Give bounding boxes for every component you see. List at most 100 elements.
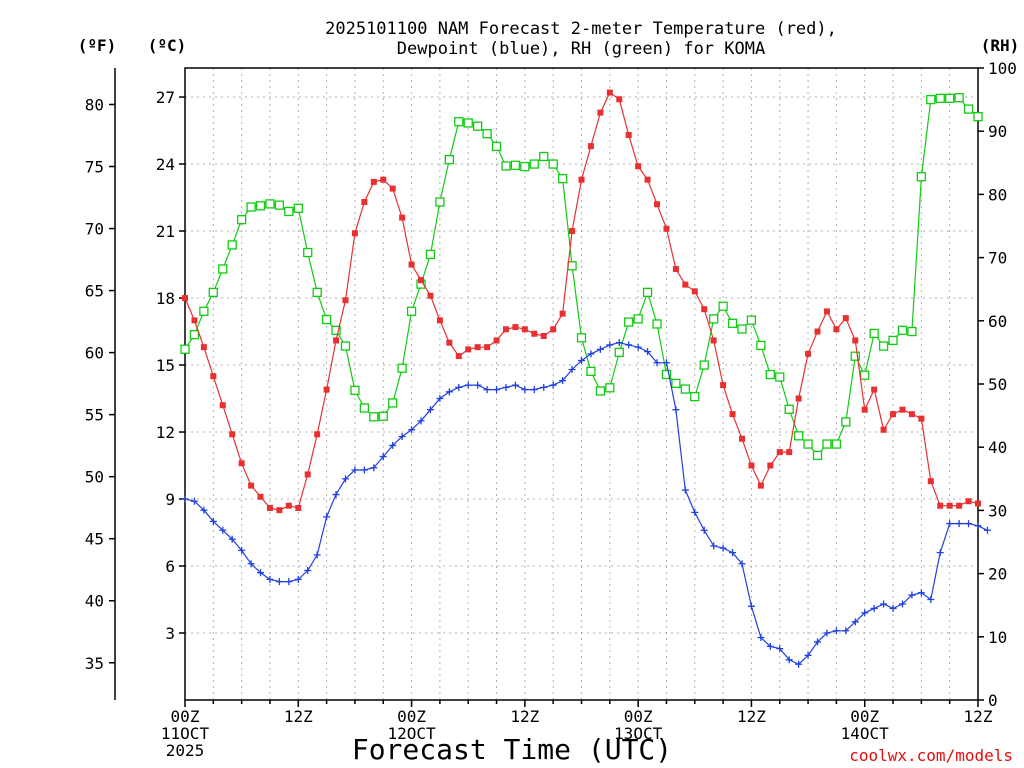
rh-point <box>595 386 606 396</box>
rh-point <box>916 172 927 182</box>
fahrenheit-tick-label: 50 <box>85 468 104 487</box>
temperature-point <box>229 431 236 438</box>
rh-point <box>586 366 596 377</box>
temperature-point <box>266 504 273 511</box>
temperature-point <box>644 176 651 183</box>
rh-point <box>878 341 889 351</box>
temperature-point <box>569 228 576 235</box>
dewpoint-point <box>955 520 963 528</box>
rh-point <box>661 369 672 380</box>
temperature-point <box>606 89 613 96</box>
rh-point <box>860 370 870 380</box>
temperature-point <box>521 326 528 333</box>
dewpoint-point <box>634 343 642 351</box>
dewpoint-point <box>785 656 793 664</box>
rh-point <box>642 287 653 298</box>
temperature-point <box>776 449 783 456</box>
temperature-point <box>493 337 500 344</box>
rh-point <box>614 347 624 358</box>
rh-point <box>388 398 398 408</box>
fahrenheit-tick-label: 65 <box>85 282 104 301</box>
rh-point <box>444 154 454 165</box>
time-tick-label: 12Z <box>964 707 993 726</box>
time-tick-label: 14OCT <box>841 724 890 743</box>
dewpoint-point <box>889 604 897 612</box>
dewpoint-point <box>662 359 670 367</box>
celsius-tick-label: 18 <box>156 289 175 308</box>
dewpoint-point <box>870 604 878 612</box>
rh-point <box>576 333 587 343</box>
temperature-point <box>842 315 849 322</box>
temperature-point <box>720 382 727 389</box>
dewpoint-point <box>464 381 472 389</box>
fahrenheit-unit-label: (ºF) <box>78 36 117 55</box>
rh-point <box>727 318 738 328</box>
dewpoint-point <box>304 566 312 574</box>
fahrenheit-tick-label: 80 <box>85 95 104 114</box>
temperature-point <box>861 406 868 413</box>
dewpoint-point <box>974 522 982 530</box>
rh-unit-label: (RH) <box>981 36 1020 55</box>
temperature-point <box>446 339 453 346</box>
rh-tick-label: 50 <box>988 375 1007 394</box>
dewpoint-point <box>880 600 888 608</box>
dewpoint-point <box>596 345 604 353</box>
dewpoint-point <box>549 381 557 389</box>
dewpoint-point <box>190 497 198 505</box>
dewpoint-point <box>691 508 699 516</box>
temperature-point <box>597 109 604 116</box>
temperature-point <box>748 462 755 469</box>
dewpoint-point <box>776 645 784 653</box>
temperature-point <box>625 131 632 138</box>
temperature-point <box>182 295 188 302</box>
temperature-point <box>276 507 283 514</box>
dewpoint-point <box>408 426 416 434</box>
rh-tick-label: 10 <box>988 628 1007 647</box>
dewpoint-point <box>606 341 614 349</box>
rh-point <box>605 383 615 393</box>
temperature-point <box>635 163 642 170</box>
time-tick-label: 00Z <box>397 707 426 726</box>
rh-point <box>624 317 634 327</box>
rh-point <box>378 411 388 421</box>
dewpoint-point <box>710 542 718 550</box>
dewpoint-point <box>426 406 434 414</box>
dewpoint-point <box>681 486 689 494</box>
dewpoint-point <box>917 589 925 597</box>
rh-point <box>954 93 964 103</box>
rh-point <box>737 324 747 334</box>
dewpoint-point <box>729 549 737 557</box>
chart-title-line-2: Dewpoint (blue), RH (green) for KOMA <box>397 39 765 59</box>
gridlines <box>185 68 978 700</box>
dewpoint-point <box>766 642 774 650</box>
dewpoint-point <box>747 602 755 610</box>
celsius-tick-label: 3 <box>165 624 175 643</box>
temperature-point <box>738 435 745 442</box>
rh-point <box>709 314 719 324</box>
rh-point <box>454 117 464 127</box>
rh-point <box>463 118 473 128</box>
rh-point <box>491 141 502 152</box>
dewpoint-point <box>644 348 652 356</box>
dewpoint-point <box>861 609 869 617</box>
temperature-point <box>786 449 793 456</box>
rh-point <box>350 385 360 395</box>
dewpoint-point <box>502 383 510 391</box>
rh-tick-label: 100 <box>988 59 1017 78</box>
temperature-point <box>880 426 887 433</box>
temperature-point <box>927 478 934 485</box>
dewpoint-point <box>927 596 935 604</box>
temperature-point <box>890 411 897 418</box>
temperature-point <box>729 411 736 418</box>
rh-point <box>359 403 370 413</box>
rh-point <box>510 160 521 170</box>
rh-point <box>397 363 407 373</box>
dewpoint-point <box>804 651 812 659</box>
dewpoint-point <box>341 475 349 483</box>
rh-point <box>473 121 483 131</box>
temperature-point <box>701 306 708 313</box>
rh-line <box>184 97 979 457</box>
rh-point <box>189 330 200 340</box>
rh-point <box>529 159 539 169</box>
rh-point <box>321 314 332 325</box>
